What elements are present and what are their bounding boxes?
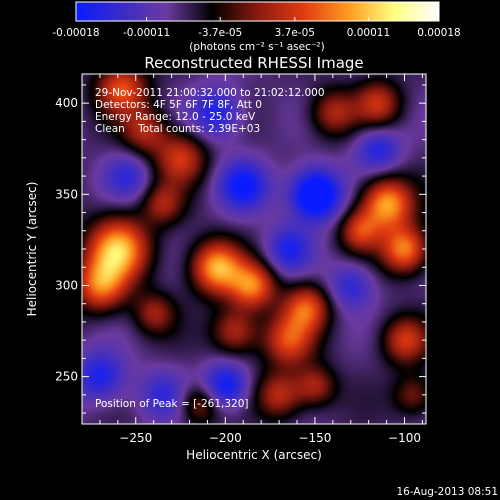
x-tick-label: −100 xyxy=(388,431,421,445)
annotation-energy-range: Energy Range: 12.0 - 25.0 keV xyxy=(95,111,256,123)
colorbar-tick-label: 0.00018 xyxy=(417,27,460,39)
footer-timestamp: 16-Aug-2013 08:51 xyxy=(396,486,498,498)
colorbar-frame xyxy=(75,1,440,22)
x-tick-label: −250 xyxy=(119,431,152,445)
x-axis-ticks: −250 −200 −150 −100 xyxy=(99,74,423,445)
x-axis-label: Heliocentric X (arcsec) xyxy=(186,448,322,462)
y-axis-ticks: 250 300 350 400 xyxy=(55,84,426,414)
colorbar-strip xyxy=(76,2,439,21)
y-tick-label: 250 xyxy=(55,370,78,384)
colorbar-ticks: -0.00018 -0.00011 -3.7e-05 3.7e-05 0.00011 0.… xyxy=(52,17,461,39)
colorbar-tick-label: -3.7e-05 xyxy=(198,27,242,39)
colorbar-tick-label: 3.7e-05 xyxy=(275,27,315,39)
colorbar-tick-label: -0.00018 xyxy=(52,27,99,39)
heatmap-area xyxy=(82,74,426,424)
heatmap-image-wrap xyxy=(82,74,426,424)
annotation-clean-counts: Clean Total counts: 2.39E+03 xyxy=(95,123,260,135)
colorbar-tick-label: 0.00011 xyxy=(347,27,390,39)
colorbar-unit-label: (photons cm⁻² s⁻¹ asec⁻²) xyxy=(189,41,324,53)
y-axis-label: Heliocentric Y (arcsec) xyxy=(25,182,39,317)
heatmap-canvas xyxy=(82,74,426,424)
annotation-peak-position: Position of Peak = [-261,320] xyxy=(95,398,249,410)
y-tick-label: 400 xyxy=(55,96,78,110)
annotation-time-range: 29-Nov-2011 21:00:32.000 to 21:02:12.000 xyxy=(95,87,325,99)
colorbar: -0.00018 -0.00011 -3.7e-05 3.7e-05 0.00011 0.… xyxy=(52,1,461,53)
chart-title: Reconstructed RHESSI Image xyxy=(144,54,363,72)
annotation-detectors: Detectors: 4F 5F 6F 7F 8F, Att 0 xyxy=(95,99,262,111)
x-tick-label: −150 xyxy=(298,431,331,445)
x-tick-label: −200 xyxy=(209,431,242,445)
y-tick-label: 350 xyxy=(55,187,78,201)
annotation-block: 29-Nov-2011 21:00:32.000 to 21:02:12.000… xyxy=(95,87,325,410)
y-tick-label: 300 xyxy=(55,278,78,292)
colorbar-tick-label: -0.00011 xyxy=(123,27,170,39)
